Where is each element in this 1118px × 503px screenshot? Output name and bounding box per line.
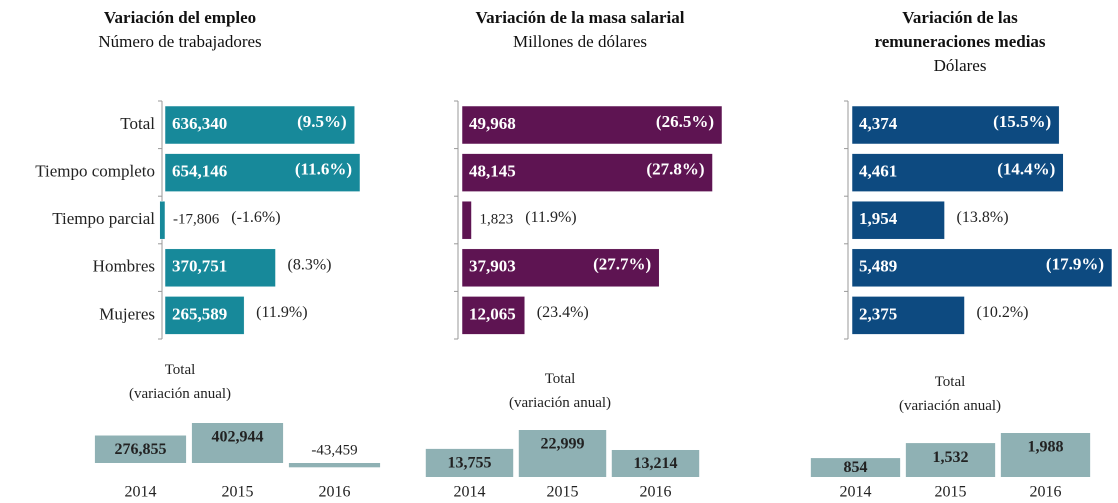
percent-label: (27.7%) xyxy=(593,255,651,274)
column xyxy=(288,463,381,468)
percent-label: (11.6%) xyxy=(295,160,352,179)
value-label: 37,903 xyxy=(469,257,516,276)
category-label: Tiempo parcial xyxy=(52,209,155,228)
percent-label: (11.9%) xyxy=(256,304,307,321)
percent-label: (-1.6%) xyxy=(231,209,280,226)
percent-label: (10.2%) xyxy=(976,304,1028,321)
value-label: -43,459 xyxy=(311,442,357,458)
percent-label: (17.9%) xyxy=(1046,255,1104,274)
bar xyxy=(164,105,355,145)
column xyxy=(191,423,284,463)
value-label: 49,968 xyxy=(469,114,516,133)
x-tick-label: 2014 xyxy=(840,484,872,501)
bar xyxy=(164,248,276,288)
percent-label: (27.8%) xyxy=(646,160,704,179)
x-tick-label: 2016 xyxy=(319,484,351,501)
value-label: 12,065 xyxy=(469,304,516,323)
bar xyxy=(851,200,945,240)
bar xyxy=(461,248,660,288)
percent-label: (14.4%) xyxy=(997,160,1055,179)
x-tick-label: 2015 xyxy=(222,484,254,501)
x-tick-label: 2014 xyxy=(125,484,157,501)
value-label: 636,340 xyxy=(172,114,227,133)
panel-subtitle: Millones de dólares xyxy=(512,32,648,51)
percent-label: (8.3%) xyxy=(288,256,332,273)
small-subtitle: (variación anual) xyxy=(508,395,612,411)
bar xyxy=(461,200,472,240)
small-title: Total xyxy=(934,374,966,390)
bar xyxy=(851,296,965,335)
value-label: 4,461 xyxy=(859,162,897,181)
x-tick-label: 2015 xyxy=(935,484,967,501)
category-label: Hombres xyxy=(93,257,155,276)
bar xyxy=(851,248,1113,288)
value-label: 1,988 xyxy=(1028,439,1064,456)
value-label: -17,806 xyxy=(173,212,220,228)
value-label: 48,145 xyxy=(469,162,516,181)
panel-title: Variación del empleo xyxy=(103,8,257,27)
column xyxy=(94,435,187,463)
bar xyxy=(159,200,166,240)
column xyxy=(518,430,607,477)
bar xyxy=(851,105,1060,145)
bar xyxy=(461,296,526,335)
value-label: 276,855 xyxy=(115,441,167,458)
panel-header: Variación de las remuneraciones medias Dó… xyxy=(845,6,1075,78)
category-label: Tiempo completo xyxy=(35,162,155,181)
value-label: 1,954 xyxy=(859,209,898,228)
bar xyxy=(164,153,361,192)
small-title: Total xyxy=(164,362,196,378)
value-label: 1,823 xyxy=(479,212,513,228)
percent-label: (11.9%) xyxy=(525,209,576,226)
percent-label: (23.4%) xyxy=(537,304,589,321)
column xyxy=(810,458,901,477)
bar xyxy=(164,296,245,335)
small-subtitle: (variación anual) xyxy=(128,386,232,402)
x-tick-label: 2016 xyxy=(640,484,672,501)
value-label: 5,489 xyxy=(859,257,897,276)
column xyxy=(425,448,514,477)
value-label: 370,751 xyxy=(172,257,227,276)
panel-subtitle: Dólares xyxy=(933,56,987,75)
small-title: Total xyxy=(544,371,576,387)
percent-label: (15.5%) xyxy=(993,112,1051,131)
percent-label: (9.5%) xyxy=(297,112,347,131)
panel-title: Variación de la masa salarial xyxy=(475,8,685,27)
bar xyxy=(461,153,713,192)
value-label: 13,214 xyxy=(634,455,678,472)
value-label: 4,374 xyxy=(859,114,898,133)
value-label: 654,146 xyxy=(172,162,227,181)
small-subtitle: (variación anual) xyxy=(898,398,1002,414)
column xyxy=(1000,433,1091,477)
bar xyxy=(851,153,1064,192)
category-label: Total xyxy=(120,114,155,133)
panel-title: Variación de las remuneraciones medias xyxy=(874,8,1046,51)
value-label: 22,999 xyxy=(541,436,585,453)
column xyxy=(905,443,996,477)
x-tick-label: 2014 xyxy=(454,484,486,501)
value-label: 265,589 xyxy=(172,304,227,323)
panel-header: Variación del empleo Número de trabajador… xyxy=(30,6,330,54)
value-label: 402,944 xyxy=(212,429,264,446)
bar xyxy=(461,105,723,145)
x-tick-label: 2016 xyxy=(1030,484,1062,501)
percent-label: (26.5%) xyxy=(656,112,714,131)
panel-subtitle: Número de trabajadores xyxy=(98,32,262,51)
column xyxy=(611,449,700,477)
percent-label: (13.8%) xyxy=(957,209,1009,226)
panel-header: Variación de la masa salarial Millones de… xyxy=(430,6,730,54)
category-label: Mujeres xyxy=(99,304,155,323)
value-label: 854 xyxy=(844,459,868,476)
value-label: 13,755 xyxy=(448,455,492,472)
x-tick-label: 2015 xyxy=(547,484,579,501)
value-label: 2,375 xyxy=(859,304,897,323)
value-label: 1,532 xyxy=(933,449,969,466)
